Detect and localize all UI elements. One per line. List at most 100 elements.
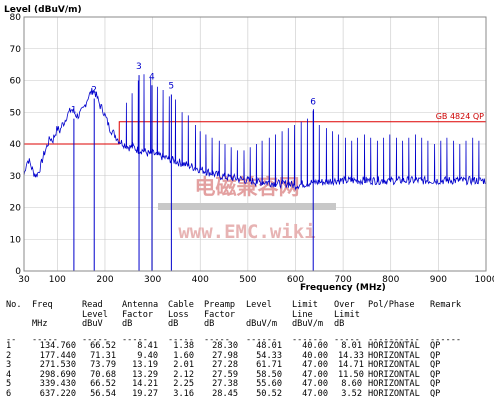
header-underline: ------ (430, 335, 462, 345)
table-row: 3 271.530 73.79 13.19 2.01 27.28 61.71 47.00 14.… (6, 361, 492, 371)
header-underline: ---------- (368, 335, 420, 345)
table-cell-limit: 40.00 (302, 350, 328, 361)
table-cell-read: 73.79 (90, 360, 116, 371)
y-tick-label: 50 (10, 108, 22, 118)
table-cell-level: 48.01 (256, 341, 282, 351)
x-tick-label: 800 (382, 275, 399, 285)
table-cell-limit: 47.00 (302, 369, 328, 380)
column-header-freq: MHz (32, 319, 48, 330)
table-cell-cable: 1.38 (173, 341, 194, 351)
limit-line-label: GB 4824 QP (436, 112, 484, 121)
table-cell-cable: 2.12 (173, 369, 194, 380)
marker-label: 4 (149, 72, 155, 82)
table-cell-freq: 177.440 (39, 350, 76, 361)
table-cell-ant: 13.29 (132, 369, 158, 380)
column-header-level: Level (246, 300, 272, 310)
x-tick-label: 700 (335, 275, 352, 285)
table-cell-over: 11.50 (338, 369, 364, 380)
column-header-preamp: Preamp (204, 300, 236, 310)
table-cell-ant: 8.41 (137, 341, 158, 351)
column-header-read: dBuV (82, 319, 103, 330)
header-underline: ------ (292, 335, 324, 345)
table-cell-ant: 9.40 (137, 350, 158, 361)
column-header-cable: dB (168, 319, 179, 330)
header-underline: ----- (122, 335, 148, 345)
watermark-url: www.EMC.wiki (178, 221, 315, 243)
table-cell-remark: QP (430, 350, 441, 361)
x-tick-label: 400 (192, 275, 209, 285)
column-header-no: No. (6, 300, 22, 310)
x-tick-label: 30 (18, 275, 30, 285)
table-cell-preamp: 27.38 (212, 379, 238, 390)
header-underline: ----- (82, 335, 108, 345)
table-cell-preamp: 27.98 (212, 350, 238, 361)
table-cell-pol: HORIZONTAL (368, 341, 420, 351)
table-cell-cable: 2.25 (173, 379, 194, 390)
y-tick-label: 60 (10, 77, 22, 87)
column-header-over: Over (334, 300, 355, 310)
table-cell-preamp: 27.28 (212, 360, 238, 371)
header-underline: ----- (204, 335, 230, 345)
table-cell-ant: 14.21 (132, 379, 158, 390)
table-cell-level: 50.52 (256, 388, 282, 399)
table-cell-preamp: 27.59 (212, 369, 238, 380)
column-header-freq: Freq (32, 300, 53, 310)
table-cell-read: 71.31 (90, 350, 116, 361)
trace-series (23, 74, 486, 191)
table-cell-read: 66.52 (90, 379, 116, 390)
x-tick-label: 900 (430, 275, 447, 285)
table-cell-freq: 637.220 (39, 388, 76, 399)
table-cell-freq: 298.690 (39, 369, 76, 380)
column-header-read: Read (82, 300, 103, 310)
header-underline: ----- (334, 335, 360, 345)
y-tick-labels: 0 10 20 30 40 50 60 70 80 (10, 13, 22, 277)
y-tick-label: 20 (10, 204, 22, 214)
y-axis-label: Level (dBuV/m) (4, 5, 82, 15)
table-cell-no: 3 (6, 360, 12, 371)
table-cell-limit: 40.00 (302, 341, 328, 351)
column-header-cable: Loss (168, 309, 189, 320)
column-header-over: dB (334, 319, 345, 330)
marker-label: 3 (136, 62, 142, 72)
column-header-limit: Line (292, 309, 313, 320)
x-tick-label: 300 (144, 275, 161, 285)
column-header-limit: Limit (292, 300, 318, 310)
y-tick-label: 40 (10, 140, 22, 150)
table-cell-pol: HORIZONTAL (368, 379, 420, 390)
column-header-preamp: Factor (204, 309, 236, 320)
table-cell-remark: QP (430, 360, 441, 371)
marker-label: 1 (71, 106, 77, 116)
column-header-cable: Cable (168, 300, 194, 310)
table-row: 5 339.430 66.52 14.21 2.25 27.38 55.60 47.00 8.6… (6, 380, 492, 390)
table-cell-remark: QP (430, 369, 441, 380)
column-header-remark: Remark (430, 300, 462, 310)
table-cell-remark: QP (430, 341, 441, 351)
table-cell-over: 8.60 (341, 379, 362, 390)
table-cell-limit: 47.00 (302, 388, 328, 399)
column-header-ant: Factor (122, 309, 154, 320)
table-cell-no: 5 (6, 379, 12, 390)
table-cell-limit: 47.00 (302, 379, 328, 390)
column-header-limit: dBuV/m (292, 319, 324, 330)
table-cell-over: 3.52 (341, 388, 362, 399)
table-cell-pol: HORIZONTAL (368, 360, 420, 371)
header-underline: ------ (246, 335, 278, 345)
column-header-preamp: dB (204, 319, 215, 330)
table-cell-pol: HORIZONTAL (368, 369, 420, 380)
table-cell-no: 1 (6, 341, 12, 351)
plot-frame (23, 16, 487, 272)
table-cell-no: 2 (6, 350, 12, 361)
table-cell-preamp: 28.30 (212, 341, 238, 351)
table-cell-read: 66.52 (90, 341, 116, 351)
table-cell-freq: 134.760 (39, 341, 76, 351)
table-cell-level: 58.50 (256, 369, 282, 380)
table-row: 4 298.690 70.68 13.29 2.12 27.59 58.50 47.00 11.… (6, 369, 492, 381)
watermark-bar (158, 203, 336, 210)
column-header-ant: Antenna (122, 300, 159, 310)
y-tick-label: 0 (15, 267, 21, 277)
marker-label: 5 (168, 81, 174, 91)
table-row: 1 134.760 66.52 8.41 1.38 28.30 48.01 40.00 8.01… (6, 341, 492, 352)
table-cell-cable: 1.60 (173, 350, 194, 361)
table-row: 2 177.440 71.31 9.40 1.60 27.98 54.33 40.00 14.3… (6, 350, 492, 362)
